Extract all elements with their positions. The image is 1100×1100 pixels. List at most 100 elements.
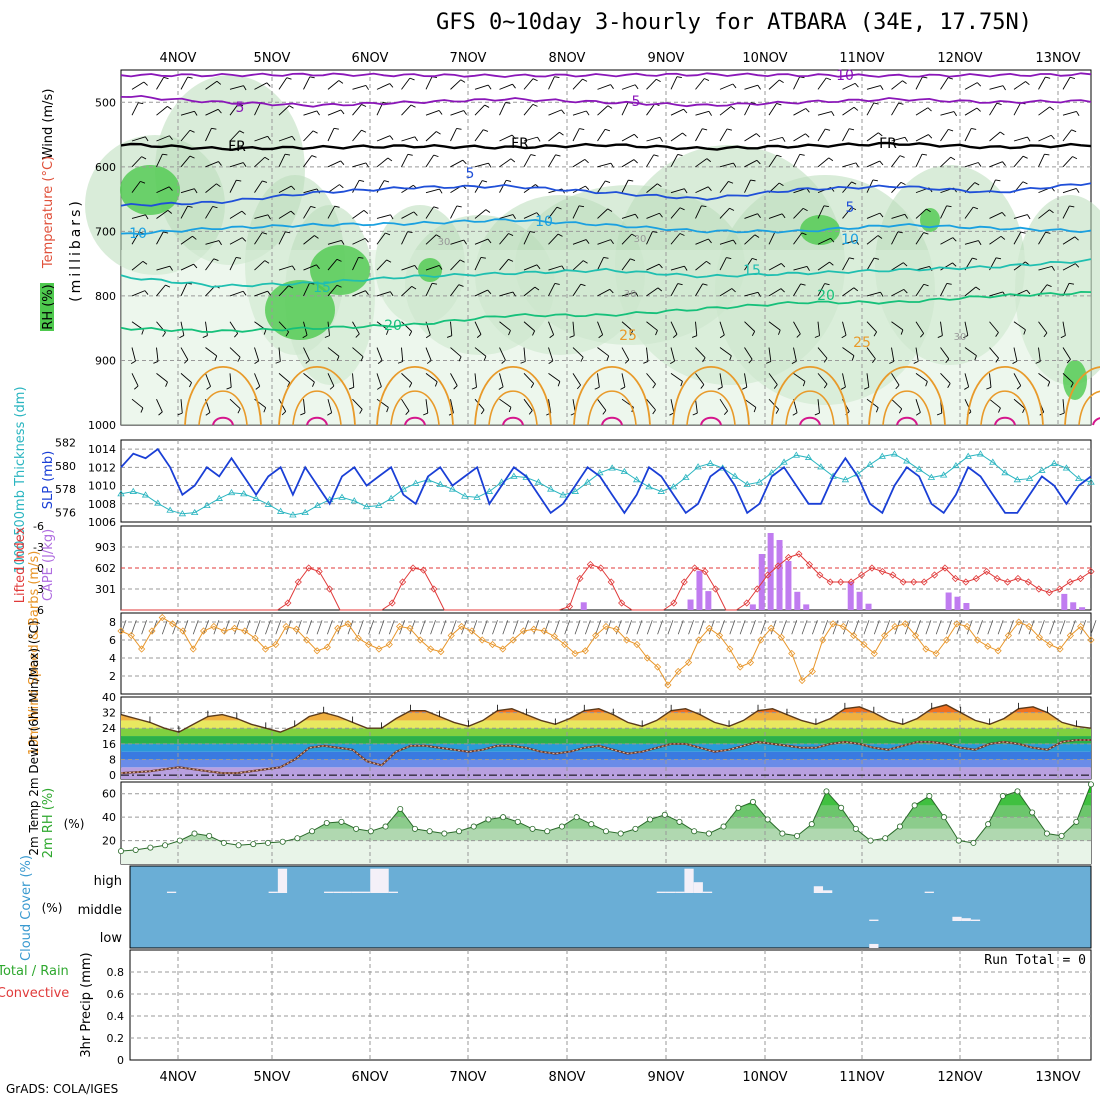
wind-barb-flag [792, 412, 798, 416]
wind-barb [229, 210, 243, 219]
wind-barb [156, 231, 164, 245]
cloud-bar [823, 890, 833, 893]
wind-barb [768, 79, 780, 90]
li-marker [993, 574, 1001, 583]
wind-barb-flag [559, 131, 564, 136]
rh-marker [720, 823, 727, 830]
sfc-wind-barb [203, 620, 209, 635]
thickness-marker [203, 501, 211, 508]
wind-speed-marker [623, 636, 631, 644]
cape-bar [954, 596, 961, 610]
wind-barb-flag [723, 410, 728, 415]
wind-speed-marker [963, 622, 971, 631]
wind-barb-flag [235, 257, 242, 259]
wind-barb-flag [652, 383, 656, 389]
wind-barb-flag [316, 110, 320, 116]
li-marker [962, 578, 970, 586]
wind-barb [572, 283, 582, 297]
slp-frame [120, 439, 1092, 523]
wind-barb-flag [610, 239, 614, 244]
wind-barb-flag [267, 290, 271, 296]
thickness-marker [608, 464, 616, 471]
wind-barb-flag [950, 156, 956, 161]
wind-barb [842, 321, 847, 336]
wind-barb-flag [814, 412, 820, 416]
pressure-tick-label: 1000 [88, 419, 116, 432]
isotherm-25-loop [966, 366, 1044, 426]
temp-tick: 8 [109, 753, 116, 766]
wind-barb [670, 372, 683, 382]
wind-barb [793, 76, 801, 90]
thickness-marker [1025, 474, 1034, 482]
sfc-wind-barb [306, 620, 313, 635]
ylabel-rh: RH (%) [41, 284, 56, 329]
wind-speed-marker [881, 631, 889, 640]
wind-barb [156, 106, 168, 116]
contour-label: 15 [743, 263, 761, 279]
wind-barb-flag [1020, 231, 1026, 234]
wind-barb-flag [263, 407, 267, 413]
wind-barb-flag [879, 212, 884, 218]
cape-bar [767, 533, 774, 610]
wind-barb-flag [679, 207, 685, 211]
wind-barb-flag [706, 158, 712, 163]
sfc-wind-barb [130, 620, 137, 635]
wind-barb [597, 239, 611, 245]
wind-speed-marker [839, 622, 847, 631]
wind-barb [278, 105, 290, 116]
wind-barb-flag [728, 181, 734, 184]
wind-barb [695, 283, 704, 297]
wind-barb-flag [692, 412, 698, 416]
wind-barb-flag [895, 384, 900, 390]
run-total-label: Run Total = 0 [984, 953, 1086, 968]
wind-barb-flag [431, 282, 438, 285]
sfc-wind-barb [739, 620, 746, 635]
wind-barb-flag [169, 265, 173, 271]
rh-marker [323, 820, 330, 827]
li-marker [576, 574, 584, 583]
wind-barb [670, 132, 683, 142]
isotherm-30-loop [980, 390, 1030, 426]
wind-barb-flag [316, 264, 320, 270]
precip-tick: 0.4 [107, 1010, 125, 1023]
top-date-label: 9NOV [648, 51, 685, 66]
wind-barb [523, 231, 531, 245]
rh-marker [632, 825, 639, 832]
rh-marker [779, 830, 786, 837]
wind-barb-flag [327, 412, 332, 416]
wind-barb-flag [480, 256, 486, 259]
wind-barb [597, 347, 609, 357]
li-marker [618, 599, 626, 607]
wind-barb [327, 284, 338, 297]
wind-barb-flag [946, 205, 952, 208]
sfc-wind-barb [254, 620, 261, 635]
wind-barb [866, 85, 881, 90]
wind-barb [768, 231, 776, 245]
wind-barb [1013, 136, 1028, 142]
wind-barb-flag [483, 356, 487, 362]
temp-band-base [121, 775, 1091, 779]
wind-barb [131, 102, 139, 116]
wind-barb-flag [194, 111, 198, 116]
wind-speed-marker [272, 640, 280, 649]
wind-barb-flag [458, 356, 462, 362]
wind-barb [695, 347, 706, 359]
wind-barb-flag [557, 233, 563, 237]
li-tick: 0 [37, 562, 44, 575]
rh-marker [926, 793, 933, 800]
wind-barb [940, 111, 955, 116]
wind-barb-flag [340, 109, 345, 115]
sfc-wind-barb [378, 620, 385, 635]
rh-marker [823, 788, 830, 795]
wind-barb [964, 347, 977, 356]
wind-barb [327, 109, 342, 116]
wind-barb-flag [359, 179, 365, 182]
wind-barb-flag [189, 382, 192, 388]
wind-barb [278, 154, 286, 168]
wind-barb-flag [300, 412, 306, 416]
wind-barb-flag [179, 335, 185, 339]
wind-barb-flag [434, 381, 438, 387]
slp-tick: 1006 [88, 516, 116, 529]
wind-barb-flag [928, 134, 933, 139]
wind-barb-flag [463, 110, 467, 115]
